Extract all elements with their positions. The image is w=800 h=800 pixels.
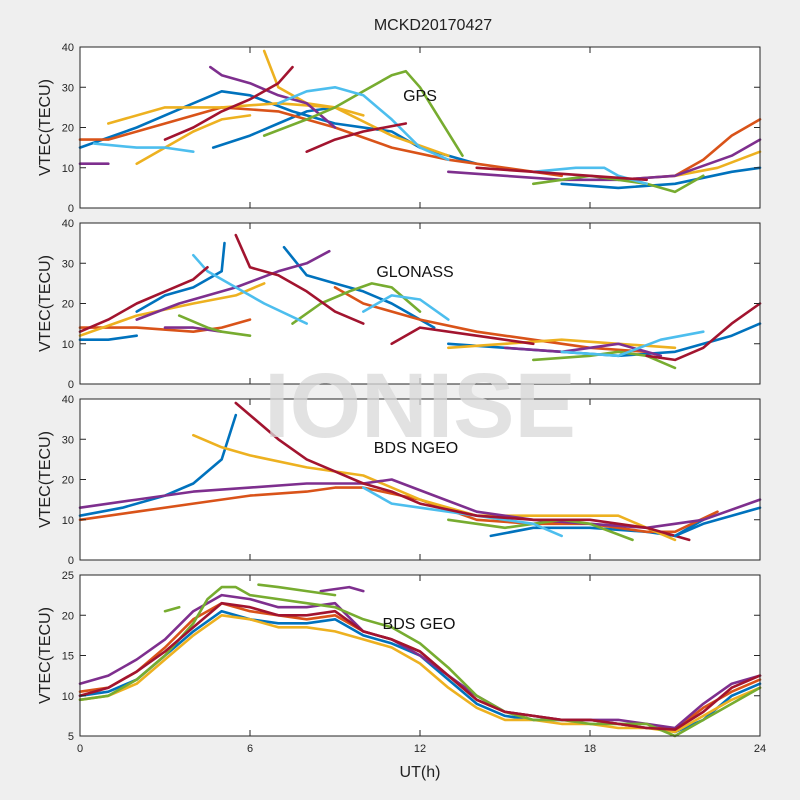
series-group [78, 401, 762, 542]
y-axis-label: VTEC(TECU) [37, 255, 54, 352]
panel-label: GPS [403, 88, 437, 105]
x-tick-label: 24 [754, 743, 766, 755]
series-line [446, 338, 677, 350]
x-tick-label: 0 [77, 743, 83, 755]
series-line [531, 350, 677, 370]
series-line [234, 233, 365, 325]
series-line [503, 342, 663, 358]
series-line [177, 314, 252, 338]
figure-title: MCKD20170427 [374, 17, 492, 34]
y-tick-label: 30 [62, 434, 74, 446]
y-tick-label: 20 [62, 475, 74, 487]
series-line [78, 265, 209, 334]
series-line [92, 142, 195, 153]
series-line [78, 413, 238, 518]
series-line [645, 302, 762, 362]
y-tick-label: 20 [62, 123, 74, 135]
series-line [78, 486, 719, 534]
x-tick-label: 18 [584, 743, 596, 755]
y-tick-label: 0 [68, 379, 74, 391]
series-line [305, 122, 408, 153]
x-axis-label: UT(h) [400, 764, 441, 781]
subplots-container: 0 10 20 30 40 VTEC(TECU) GPS 0 10 20 30 40 VTEC(TECU… [37, 42, 766, 755]
series-line [135, 241, 226, 313]
y-tick-label: 10 [62, 163, 74, 175]
series-line [163, 605, 181, 613]
y-tick-label: 30 [62, 258, 74, 270]
y-tick-label: 10 [62, 339, 74, 351]
series-line [78, 601, 762, 731]
y-tick-label: 10 [62, 515, 74, 527]
series-line [361, 294, 450, 321]
y-tick-label: 40 [62, 394, 74, 406]
y-tick-label: 40 [62, 218, 74, 230]
series-line [163, 326, 223, 334]
series-line [78, 318, 252, 334]
series-line [257, 583, 337, 597]
y-tick-label: 20 [62, 299, 74, 311]
y-tick-label: 15 [62, 651, 74, 663]
series-line [234, 401, 691, 542]
plot-area [80, 399, 760, 560]
subplot-1: 0 10 20 30 40 VTEC(TECU) GPS [37, 42, 762, 215]
series-line [560, 166, 762, 190]
series-line [78, 585, 762, 738]
y-tick-label: 0 [68, 555, 74, 567]
series-line [673, 150, 762, 178]
series-line [390, 326, 535, 346]
series-line [209, 65, 337, 129]
series-line [135, 249, 331, 321]
series-line [192, 253, 309, 325]
subplot-4: 5 10 15 20 25 0 6 12 18 24 VTEC(TECU) BDS GEO [37, 570, 766, 755]
y-tick-label: 40 [62, 42, 74, 54]
series-line [192, 433, 677, 542]
y-tick-label: 25 [62, 570, 74, 582]
y-tick-label: 20 [62, 610, 74, 622]
series-line [135, 114, 252, 165]
y-axis-label: VTEC(TECU) [37, 607, 54, 704]
series-line [560, 330, 705, 358]
subplot-2: 0 10 20 30 40 VTEC(TECU) GLONASS [37, 218, 762, 391]
y-tick-label: 30 [62, 82, 74, 94]
series-line [475, 166, 649, 182]
subplot-3: 0 10 20 30 40 VTEC(TECU) BDS NGEO [37, 394, 762, 567]
panel-label: BDS GEO [383, 616, 456, 633]
series-group [78, 233, 762, 370]
series-line [319, 585, 365, 593]
x-tick-label: 6 [247, 743, 253, 755]
series-group [78, 49, 762, 194]
series-line [282, 245, 436, 329]
y-axis-label: VTEC(TECU) [37, 431, 54, 528]
series-line [163, 65, 294, 141]
series-line [673, 506, 762, 538]
series-group [78, 583, 762, 738]
x-tick-label: 12 [414, 743, 426, 755]
panel-label: GLONASS [376, 264, 453, 281]
y-tick-label: 10 [62, 691, 74, 703]
series-line [78, 334, 138, 342]
series-line [291, 282, 422, 325]
series-line [276, 86, 450, 161]
y-tick-label: 0 [68, 203, 74, 215]
series-line [262, 69, 464, 157]
y-axis-label: VTEC(TECU) [37, 79, 54, 176]
y-tick-label: 5 [68, 731, 74, 743]
panel-label: BDS NGEO [374, 440, 458, 457]
watermark: IONISE [264, 355, 576, 457]
